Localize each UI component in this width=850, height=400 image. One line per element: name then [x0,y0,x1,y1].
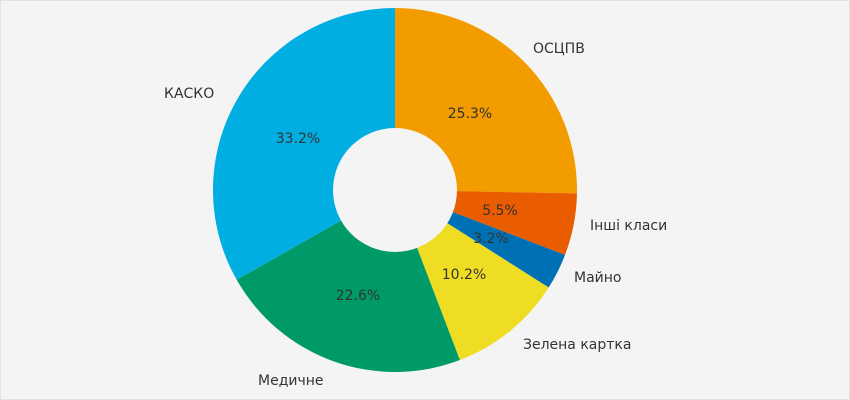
category-label-zelena-kartka: Зелена картка [523,337,631,353]
category-label-mayno: Майно [574,270,621,286]
category-label-inshi-klasy: Інші класи [590,218,667,234]
donut-hole [333,128,457,252]
pct-label-medychne: 22.6% [336,288,380,304]
pct-label-kasko: 33.2% [276,131,320,147]
slice-oscpv [395,8,577,194]
pct-label-inshi-klasy: 5.5% [482,203,518,219]
pct-label-mayno: 3.2% [473,231,509,247]
category-label-kasko: КАСКО [164,86,214,102]
pct-label-zelena-kartka: 10.2% [442,267,486,283]
pct-label-oscpv: 25.3% [448,106,492,122]
category-label-medychne: Медичне [258,373,324,389]
category-label-oscpv: ОСЦПВ [533,41,585,57]
